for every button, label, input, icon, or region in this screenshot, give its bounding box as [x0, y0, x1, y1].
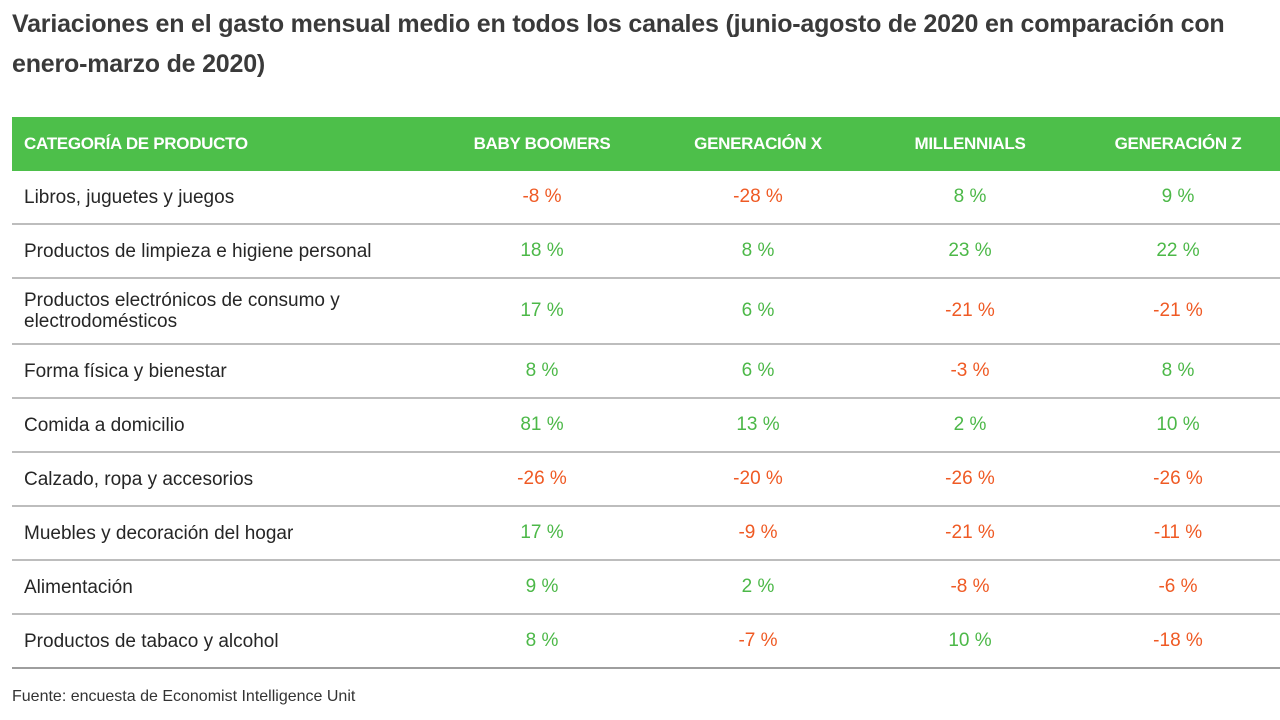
row-category-label: Comida a domicilio — [12, 398, 432, 453]
value-cell: 23 % — [864, 224, 1076, 279]
value-cell: -18 % — [1076, 614, 1280, 669]
row-category-label: Alimentación — [12, 560, 432, 615]
value-cell: -3 % — [864, 344, 1076, 399]
value-cell: -11 % — [1076, 506, 1280, 561]
table-row: Productos electrónicos de consumo y elec… — [12, 278, 1280, 345]
table-row: Alimentación 9 % 2 % -8 % -6 % — [12, 560, 1280, 615]
row-category-label: Muebles y decoración del hogar — [12, 506, 432, 561]
column-header-category: CATEGORÍA DE PRODUCTO — [12, 117, 432, 171]
chart-title: Variaciones en el gasto mensual medio en… — [12, 10, 1225, 78]
row-category-label: Libros, juguetes y juegos — [12, 171, 432, 225]
table-body: Libros, juguetes y juegos -8 % -28 % 8 % 9 %… — [12, 171, 1280, 669]
table-row: Forma física y bienestar 8 % 6 % -3 % 8 % — [12, 344, 1280, 399]
value-cell: -26 % — [432, 452, 652, 507]
value-cell: -20 % — [652, 452, 864, 507]
table-row: Muebles y decoración del hogar 17 % -9 % -2… — [12, 506, 1280, 561]
table-row: Productos de limpieza e higiene personal… — [12, 224, 1280, 279]
value-cell: 8 % — [432, 614, 652, 669]
value-cell: -21 % — [1076, 278, 1280, 345]
value-cell: 10 % — [1076, 398, 1280, 453]
table-row: Productos de tabaco y alcohol 8 % -7 % 10 %… — [12, 614, 1280, 669]
table-row: Libros, juguetes y juegos -8 % -28 % 8 % 9 % — [12, 171, 1280, 225]
table-header-row: CATEGORÍA DE PRODUCTO BABY BOOMERS GENER… — [12, 117, 1280, 171]
value-cell: 81 % — [432, 398, 652, 453]
value-cell: 8 % — [652, 224, 864, 279]
column-header-generacion-z: GENERACIÓN Z — [1076, 117, 1280, 171]
value-cell: 6 % — [652, 344, 864, 399]
value-cell: 8 % — [1076, 344, 1280, 399]
table-row: Comida a domicilio 81 % 13 % 2 % 10 % — [12, 398, 1280, 453]
value-cell: 17 % — [432, 506, 652, 561]
value-cell: 2 % — [652, 560, 864, 615]
data-table: CATEGORÍA DE PRODUCTO BABY BOOMERS GENER… — [12, 117, 1280, 669]
row-category-label: Productos electrónicos de consumo y elec… — [12, 278, 432, 345]
table-row: Calzado, ropa y accesorios -26 % -20 % -26 … — [12, 452, 1280, 507]
value-cell: -21 % — [864, 506, 1076, 561]
value-cell: 8 % — [864, 171, 1076, 225]
source-note: Fuente: encuesta de Economist Intelligen… — [12, 688, 356, 705]
value-cell: 2 % — [864, 398, 1076, 453]
value-cell: -8 % — [432, 171, 652, 225]
value-cell: -8 % — [864, 560, 1076, 615]
row-category-label: Productos de tabaco y alcohol — [12, 614, 432, 669]
row-category-label: Calzado, ropa y accesorios — [12, 452, 432, 507]
value-cell: -26 % — [864, 452, 1076, 507]
value-cell: -21 % — [864, 278, 1076, 345]
value-cell: 8 % — [432, 344, 652, 399]
value-cell: 17 % — [432, 278, 652, 345]
value-cell: -7 % — [652, 614, 864, 669]
value-cell: -9 % — [652, 506, 864, 561]
value-cell: 9 % — [432, 560, 652, 615]
column-header-generacion-x: GENERACIÓN X — [652, 117, 864, 171]
row-category-label: Productos de limpieza e higiene personal — [12, 224, 432, 279]
value-cell: 9 % — [1076, 171, 1280, 225]
value-cell: -6 % — [1076, 560, 1280, 615]
value-cell: -28 % — [652, 171, 864, 225]
value-cell: 10 % — [864, 614, 1076, 669]
value-cell: 6 % — [652, 278, 864, 345]
value-cell: 22 % — [1076, 224, 1280, 279]
row-category-label: Forma física y bienestar — [12, 344, 432, 399]
value-cell: -26 % — [1076, 452, 1280, 507]
value-cell: 13 % — [652, 398, 864, 453]
column-header-baby-boomers: BABY BOOMERS — [432, 117, 652, 171]
value-cell: 18 % — [432, 224, 652, 279]
column-header-millennials: MILLENNIALS — [864, 117, 1076, 171]
